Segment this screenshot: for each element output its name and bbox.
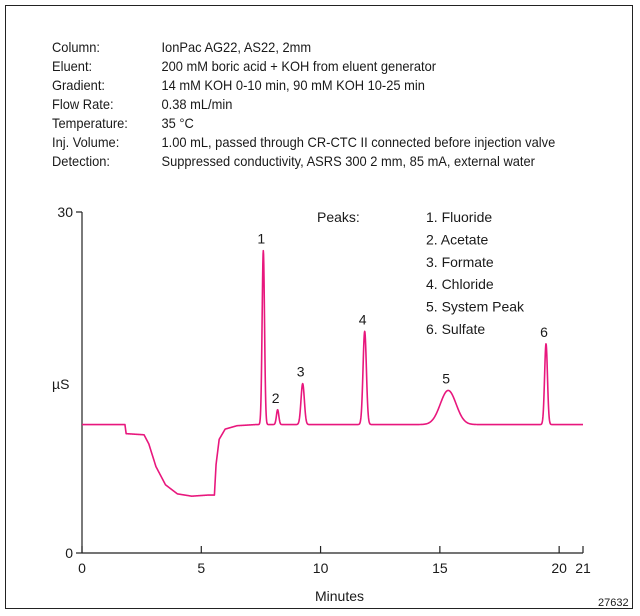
legend-item: 3. Formate bbox=[426, 254, 494, 270]
condition-label: Column: bbox=[52, 39, 100, 55]
x-tick-label: 0 bbox=[78, 560, 86, 576]
condition-row-column: Column: IonPac AG22, AS22, 2mm bbox=[52, 38, 555, 57]
condition-label: Temperature: bbox=[52, 115, 128, 131]
y-tick-label: 0 bbox=[65, 545, 73, 561]
condition-label: Flow Rate: bbox=[52, 96, 114, 112]
x-axis-label: Minutes bbox=[315, 588, 364, 604]
condition-label: Gradient: bbox=[52, 77, 105, 93]
y-tick-label: 30 bbox=[57, 204, 73, 220]
x-tick-label: 20 bbox=[551, 560, 567, 576]
condition-label: Eluent: bbox=[52, 58, 93, 74]
peak-label-5: 5 bbox=[442, 370, 450, 386]
condition-row-gradient: Gradient: 14 mM KOH 0-10 min, 90 mM KOH 1… bbox=[52, 76, 555, 95]
condition-value: 1.00 mL, passed through CR-CTC II connec… bbox=[161, 134, 556, 150]
condition-label: Detection: bbox=[52, 153, 111, 169]
condition-label: Inj. Volume: bbox=[52, 134, 120, 150]
x-tick-label: 5 bbox=[197, 560, 205, 576]
condition-row-detection: Detection: Suppressed conductivity, ASRS … bbox=[52, 152, 555, 171]
legend-item: 5. System Peak bbox=[426, 299, 525, 315]
y-axis-label: µS bbox=[52, 376, 69, 392]
condition-row-inj-volume: Inj. Volume: 1.00 mL, passed through CR-C… bbox=[52, 133, 555, 152]
condition-value: 14 mM KOH 0-10 min, 90 mM KOH 10-25 min bbox=[161, 77, 425, 93]
condition-value: Suppressed conductivity, ASRS 300 2 mm, … bbox=[161, 153, 535, 169]
peak-label-1: 1 bbox=[257, 231, 265, 247]
peak-label-3: 3 bbox=[297, 364, 305, 380]
condition-row-flow-rate: Flow Rate: 0.38 mL/min bbox=[52, 95, 555, 114]
peak-label-2: 2 bbox=[272, 390, 280, 406]
legend-item: 2. Acetate bbox=[426, 231, 488, 247]
x-tick-label: 15 bbox=[432, 560, 448, 576]
condition-row-eluent: Eluent: 200 mM boric acid + KOH from elue… bbox=[52, 57, 555, 76]
legend-title: Peaks: bbox=[317, 209, 360, 225]
x-tick-label: 21 bbox=[575, 560, 591, 576]
condition-value: 200 mM boric acid + KOH from eluent gene… bbox=[161, 58, 437, 74]
conditions-block: Column: IonPac AG22, AS22, 2mm Eluent: 200… bbox=[52, 38, 555, 171]
legend-item: 4. Chloride bbox=[426, 276, 494, 292]
peak-label-6: 6 bbox=[540, 324, 548, 340]
figure-frame bbox=[5, 5, 633, 609]
chromatogram-trace bbox=[81, 249, 584, 497]
condition-value: 0.38 mL/min bbox=[161, 96, 233, 112]
x-tick-label: 10 bbox=[313, 560, 329, 576]
figure-id: 27632 bbox=[598, 597, 629, 609]
peak-label-4: 4 bbox=[359, 311, 367, 327]
condition-value: 35 °C bbox=[161, 115, 194, 131]
condition-row-temperature: Temperature: 35 °C bbox=[52, 114, 555, 133]
legend-item: 6. Sulfate bbox=[426, 321, 485, 337]
legend-item: 1. Fluoride bbox=[426, 209, 492, 225]
condition-value: IonPac AG22, AS22, 2mm bbox=[161, 39, 312, 55]
